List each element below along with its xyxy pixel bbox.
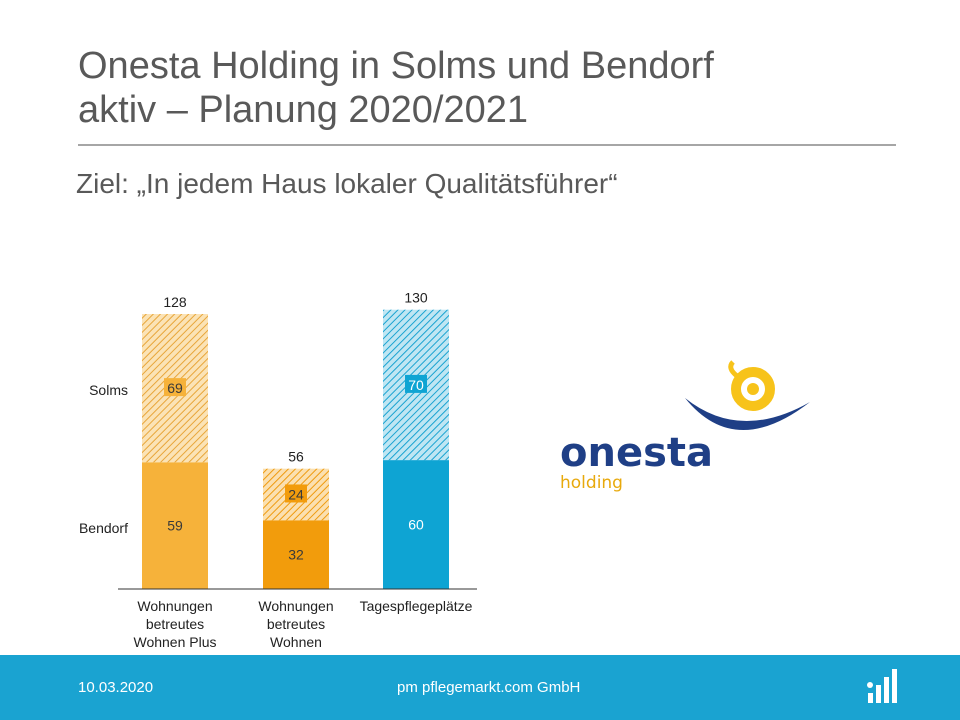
footer-company: pm pflegemarkt.com GmbH xyxy=(397,679,581,696)
category-label-1-2: Wohnen xyxy=(270,634,322,650)
slide-subtitle: Ziel: „In jedem Haus lokaler Qualitätsfü… xyxy=(76,168,618,199)
legend-label-solms: Solms xyxy=(89,382,128,398)
category-label-0-0: Wohnungen xyxy=(137,598,212,614)
bar-bendorf-0 xyxy=(142,462,208,589)
smile-arc-icon xyxy=(685,398,810,431)
bar-bendorf-1 xyxy=(263,520,329,589)
footer-date: 10.03.2020 xyxy=(78,679,154,696)
footer-bar: 10.03.2020 pm pflegemarkt.com GmbH xyxy=(0,655,960,720)
pflegemarkt-logo-icon xyxy=(867,669,897,703)
total-label-0: 128 xyxy=(163,294,187,310)
legend-label-bendorf: Bendorf xyxy=(79,520,128,536)
bar-bendorf-2 xyxy=(383,460,449,589)
category-label-1-1: betreutes xyxy=(267,616,325,632)
value-label-solms-1: 24 xyxy=(288,486,304,502)
category-label-0-2: Wohnen Plus xyxy=(133,634,216,650)
value-label-bendorf-1: 32 xyxy=(288,547,304,563)
category-label-0-1: betreutes xyxy=(146,616,204,632)
value-label-solms-2: 70 xyxy=(408,377,424,393)
title-divider xyxy=(78,144,896,146)
total-label-1: 56 xyxy=(288,449,304,465)
value-badge-solms-1 xyxy=(285,484,307,503)
value-label-bendorf-2: 60 xyxy=(408,517,424,533)
slide-title: Onesta Holding in Solms und Bendorf akti… xyxy=(78,44,898,132)
category-label-2-0: Tagespflegeplätze xyxy=(360,598,473,614)
value-badge-solms-2 xyxy=(405,374,427,393)
title-line-1: Onesta Holding in Solms und Bendorf xyxy=(78,45,714,87)
category-label-1-0: Wohnungen xyxy=(258,598,333,614)
value-badge-solms-0 xyxy=(164,378,186,397)
value-label-bendorf-0: 59 xyxy=(167,518,183,534)
title-line-2: aktiv – Planung 2020/2021 xyxy=(78,89,529,131)
onesta-logo: onesta holding xyxy=(560,360,810,493)
value-label-solms-0: 69 xyxy=(167,380,183,396)
stacked-bar-chart: 59 69 128 Wohnungen betreutes Wohnen Plus 32 24… xyxy=(79,290,477,650)
sun-icon xyxy=(728,360,775,411)
logo-word: onesta xyxy=(560,430,713,476)
total-label-2: 130 xyxy=(404,290,428,306)
logo-sub: holding xyxy=(560,473,623,493)
